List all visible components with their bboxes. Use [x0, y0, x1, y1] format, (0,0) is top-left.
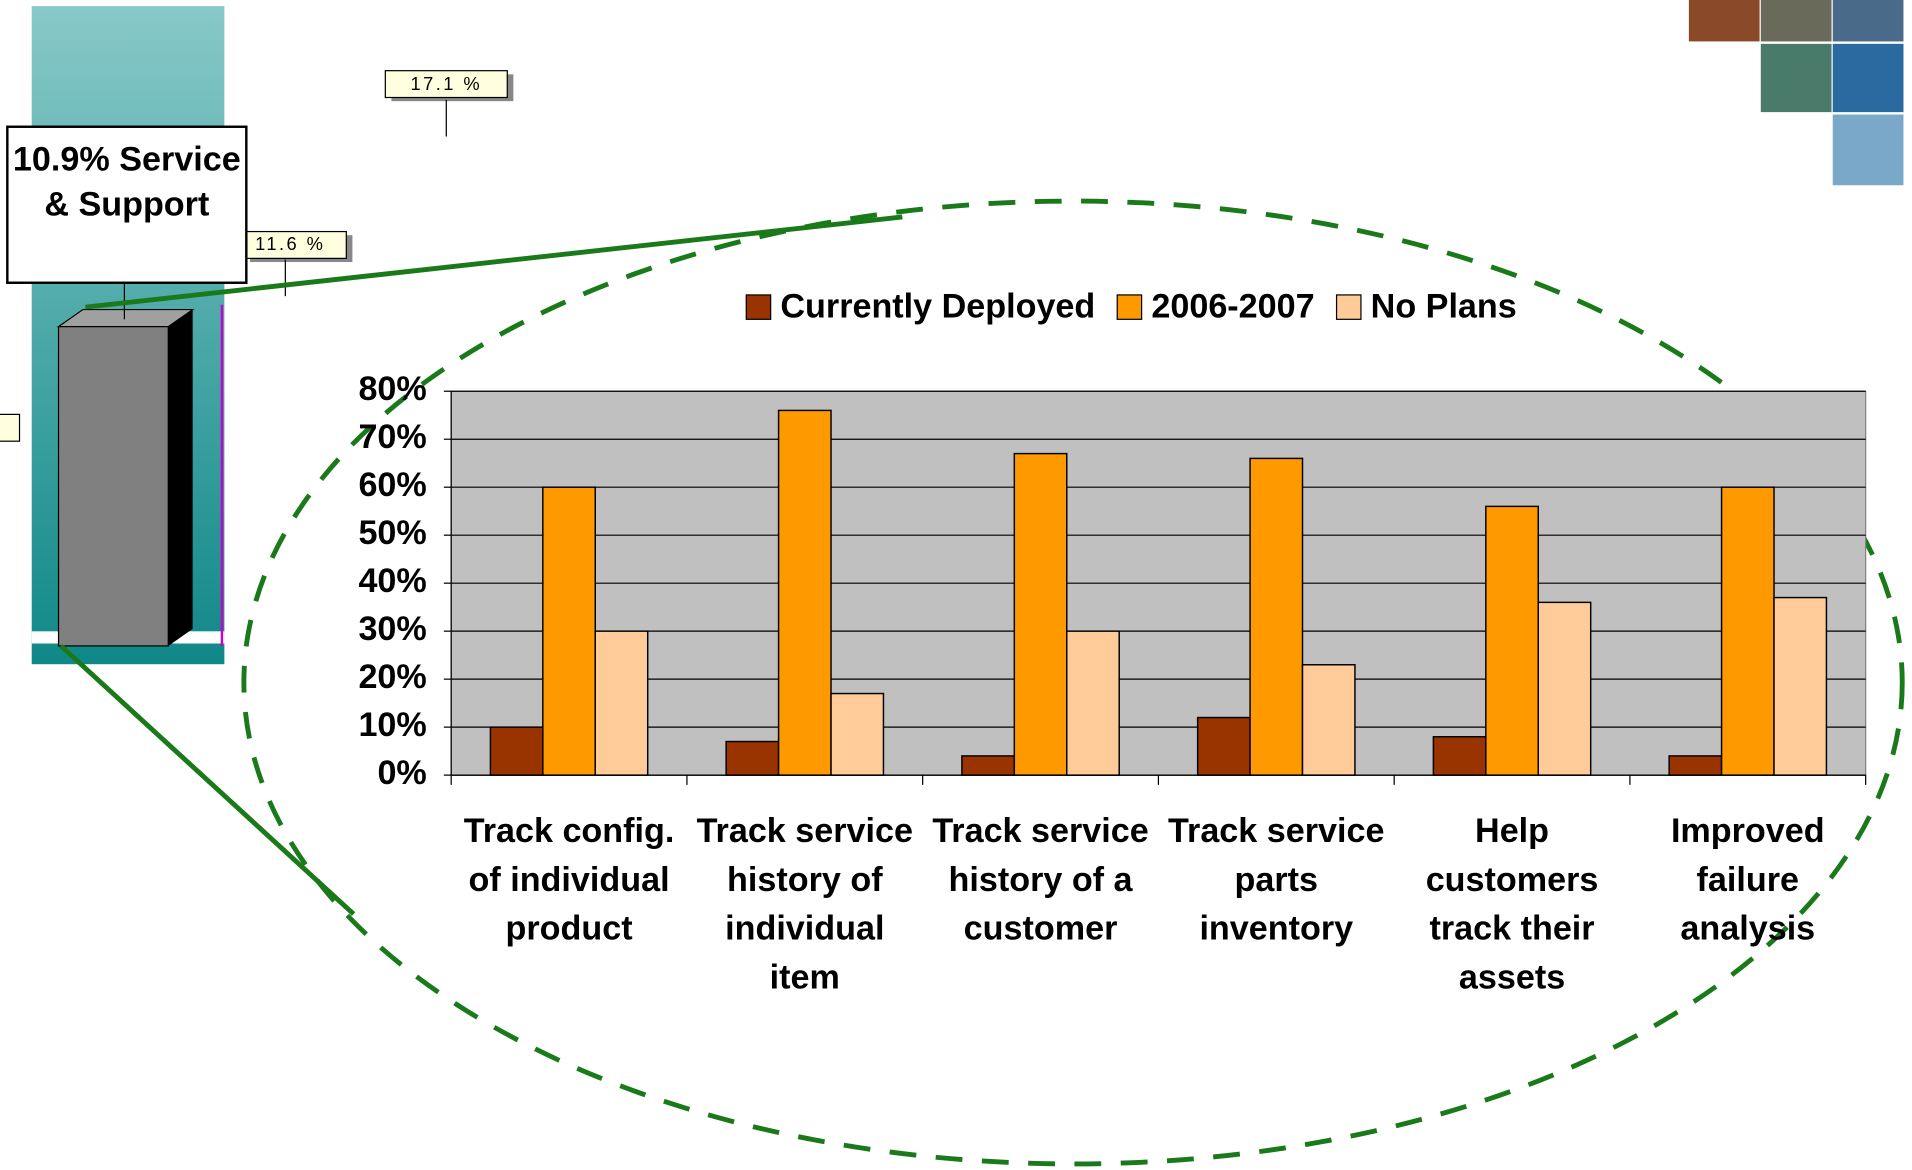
bar: [1485, 505, 1539, 776]
bar: [1537, 601, 1592, 776]
bar: [1720, 486, 1775, 776]
legend-label: No Plans: [1371, 287, 1517, 325]
bar: [1249, 457, 1304, 776]
bar-side: [168, 309, 193, 646]
bar: [961, 755, 1016, 776]
bar: [1432, 736, 1487, 776]
photo: [1832, 0, 1904, 42]
y-tick-label: 0%: [377, 754, 426, 792]
bar: [777, 409, 832, 776]
bar: [489, 726, 544, 776]
x-tick-label-box: Help customers track their assets: [1425, 811, 1599, 996]
bar: [1301, 664, 1356, 776]
bar: [1066, 630, 1120, 776]
y-tick-label: 70%: [358, 418, 426, 456]
legend-swatch: [745, 294, 772, 320]
x-tick-label-box: Track service parts inventory: [1168, 811, 1385, 947]
x-tick-label: Track service history of a customer: [932, 811, 1149, 947]
photo: [1832, 114, 1904, 186]
legend-swatch: [1116, 294, 1143, 320]
callout-box: [6, 125, 248, 284]
legend-swatch: [1335, 294, 1362, 320]
x-tick-label: Track service parts inventory: [1168, 811, 1385, 947]
callout: 10.9% Service & Support: [12, 140, 241, 224]
x-tick-label: Track config. of individual product: [463, 811, 675, 947]
bar: [725, 740, 780, 776]
label-box: [384, 70, 508, 99]
y-tick-label: 20%: [358, 658, 426, 696]
bar: [1196, 716, 1251, 776]
small-box: [0, 413, 21, 442]
connector: [85, 214, 903, 310]
legend-label: Currently Deployed: [780, 287, 1095, 325]
bar: [542, 486, 596, 776]
bar-front: [57, 326, 169, 647]
bar: [594, 630, 649, 776]
x-tick-label: Help customers track their assets: [1425, 811, 1599, 996]
zoom-ellipse: [241, 198, 1905, 1167]
x-tick-label-box: Track service history of individual item: [696, 811, 914, 996]
y-tick-label: 10%: [358, 706, 426, 744]
connector: [59, 644, 356, 916]
y-tick-label: 60%: [358, 466, 426, 504]
bar: [1013, 452, 1068, 776]
y-tick-label: 50%: [358, 514, 426, 552]
chart: 0% 10% 20% 30% 40% 50% 60% 70% 80% Track config. …: [358, 287, 1867, 996]
photo: [1688, 0, 1760, 42]
callout-text: 10.9% Service & Support: [12, 140, 241, 224]
bar: [830, 692, 885, 776]
x-tick-label-box: Improved failure analysis: [1670, 811, 1825, 947]
x-tick-label-box: Track config. of individual product: [463, 811, 675, 947]
photo: [1760, 43, 1832, 113]
y-tick-label: 40%: [358, 562, 426, 600]
legend-label: 2006-2007: [1151, 287, 1314, 325]
bar: [1773, 596, 1828, 776]
photo: [1760, 0, 1832, 42]
annotation: 11.6 %: [255, 233, 325, 254]
y-tick-label: 30%: [358, 610, 426, 648]
bar: [1668, 755, 1723, 776]
annotation: 17.1 %: [411, 73, 483, 94]
x-tick-label: Track service history of individual item: [696, 811, 914, 996]
x-tick-label-box: Track service history of a customer: [932, 811, 1149, 947]
x-tick-label: Improved failure analysis: [1670, 811, 1825, 947]
photo: [1832, 43, 1904, 113]
y-tick-label: 80%: [358, 370, 426, 408]
